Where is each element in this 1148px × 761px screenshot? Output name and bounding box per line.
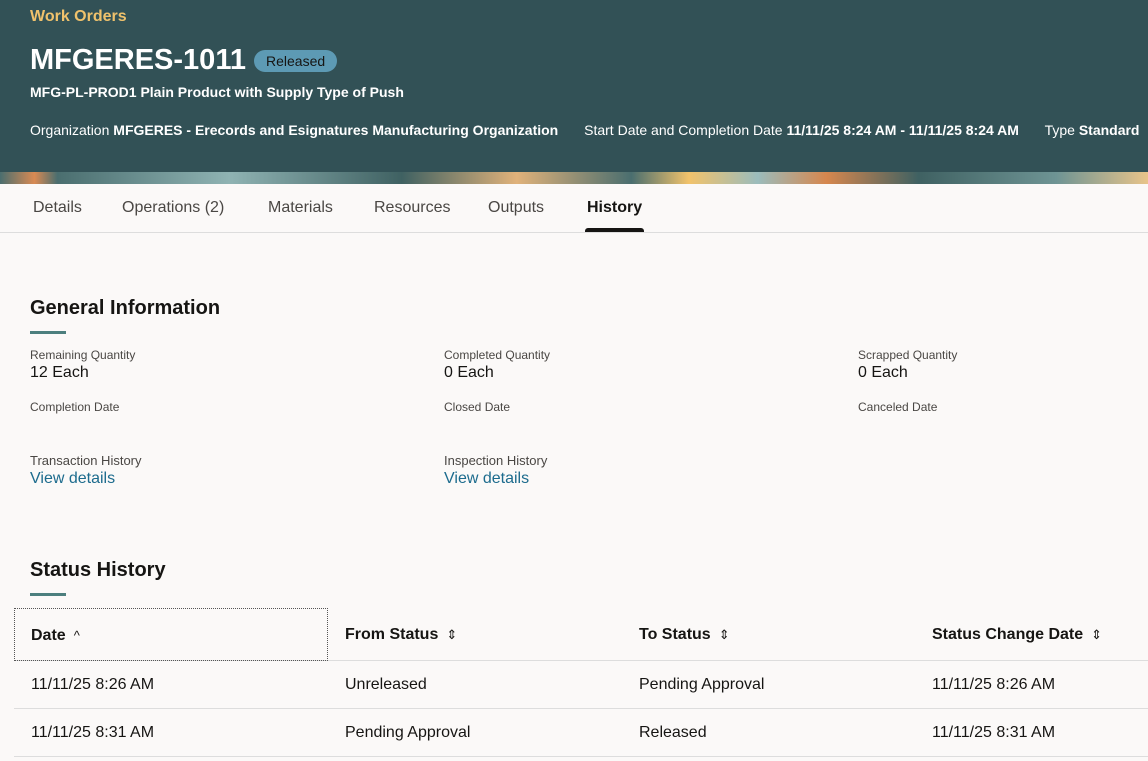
table-row[interactable]: 11/11/25 8:31 AM Pending Approval Releas… xyxy=(14,709,1148,757)
sort-ascending-icon[interactable]: ^ xyxy=(73,628,80,643)
meta-organization: Organization MFGERES - Erecords and Esig… xyxy=(30,122,559,138)
tab-resources[interactable]: Resources xyxy=(374,199,451,216)
remaining-quantity-label: Remaining Quantity xyxy=(30,348,136,362)
column-header-to-status[interactable]: To Status ⇕ xyxy=(639,626,730,643)
column-header-from-status[interactable]: From Status ⇕ xyxy=(345,626,458,643)
general-information-heading: General Information xyxy=(30,297,221,319)
inspection-history-view-details-link[interactable]: View details xyxy=(444,470,530,487)
page-title: MFGERES-1011 xyxy=(30,44,246,76)
tab-history[interactable]: History xyxy=(584,199,645,232)
cell-status-change-date: 11/11/25 8:31 AM xyxy=(932,724,1056,741)
status-badge: Released xyxy=(254,50,338,72)
column-header-date[interactable]: Date ^ xyxy=(14,608,328,661)
page-subtitle: MFG-PL-PROD1 Plain Product with Supply T… xyxy=(30,84,404,100)
tab-bar: Details Operations (2) Materials Resourc… xyxy=(0,184,1148,233)
header-decoration xyxy=(0,172,1148,184)
transaction-history-label: Transaction History xyxy=(30,453,142,468)
cell-to-status: Released xyxy=(639,724,707,741)
scrapped-quantity-label: Scrapped Quantity xyxy=(858,348,958,362)
table-row[interactable]: 11/11/25 8:26 AM Unreleased Pending Appr… xyxy=(14,661,1148,709)
heading-underline xyxy=(30,331,66,334)
cell-status-change-date: 11/11/25 8:26 AM xyxy=(932,676,1056,693)
sort-icon[interactable]: ⇕ xyxy=(446,627,458,642)
sort-icon[interactable]: ⇕ xyxy=(1091,627,1103,642)
column-header-status-change-date[interactable]: Status Change Date ⇕ xyxy=(932,626,1103,643)
cell-from-status: Pending Approval xyxy=(345,724,471,741)
cell-to-status: Pending Approval xyxy=(639,676,765,693)
tab-operations[interactable]: Operations (2) xyxy=(122,199,225,216)
meta-dates: Start Date and Completion Date 11/11/25 … xyxy=(584,122,1019,138)
page-header: Work Orders MFGERES-1011 Released MFG-PL… xyxy=(0,0,1148,172)
meta-type: Type Standard xyxy=(1044,122,1140,138)
sort-icon[interactable]: ⇕ xyxy=(718,627,730,642)
transaction-history-view-details-link[interactable]: View details xyxy=(30,470,116,487)
canceled-date-label: Canceled Date xyxy=(858,400,938,414)
cell-from-status: Unreleased xyxy=(345,676,427,693)
completed-quantity-label: Completed Quantity xyxy=(444,348,551,362)
header-meta: Organization MFGERES - Erecords and Esig… xyxy=(30,122,1140,138)
tab-materials[interactable]: Materials xyxy=(268,199,333,216)
scrapped-quantity-value: 0 Each xyxy=(858,364,908,381)
breadcrumb-work-orders[interactable]: Work Orders xyxy=(30,8,127,25)
cell-date: 11/11/25 8:31 AM xyxy=(31,724,155,741)
tab-details[interactable]: Details xyxy=(33,199,82,216)
completion-date-label: Completion Date xyxy=(30,400,120,414)
closed-date-label: Closed Date xyxy=(444,400,511,414)
header-divider xyxy=(14,660,1148,661)
cell-date: 11/11/25 8:26 AM xyxy=(31,676,155,693)
tab-outputs[interactable]: Outputs xyxy=(488,199,545,216)
inspection-history-label: Inspection History xyxy=(444,453,548,468)
status-history-heading: Status History xyxy=(30,559,166,581)
remaining-quantity-value: 12 Each xyxy=(30,364,89,381)
heading-underline xyxy=(30,593,66,596)
completed-quantity-value: 0 Each xyxy=(444,364,494,381)
